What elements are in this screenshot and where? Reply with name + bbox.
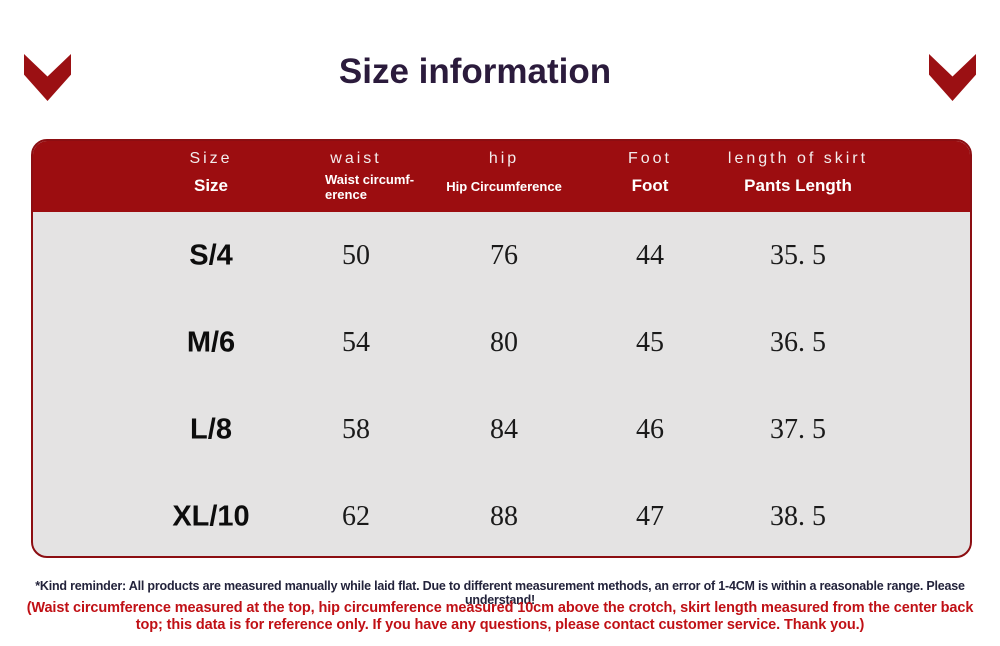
- subheader-hip-circumference: Hip Circumference: [446, 179, 562, 194]
- waist-value: 54: [342, 326, 370, 358]
- foot-value: 47: [636, 500, 664, 532]
- header-waist: waist: [330, 150, 382, 167]
- table-body: S/4 50 76 44 35. 5 M/6 54 80 45 36. 5 L/…: [33, 212, 970, 556]
- page-title: Size information: [338, 52, 612, 91]
- table-row: M/6 54 80 45 36. 5: [33, 299, 970, 386]
- subheader-foot: Foot: [631, 176, 669, 195]
- chevron-down-icon: [24, 54, 71, 101]
- hip-value: 88: [490, 500, 518, 532]
- foot-value: 44: [636, 239, 664, 271]
- header-foot: Foot: [627, 150, 672, 167]
- foot-value: 46: [636, 413, 664, 445]
- chevron-down-icon: [929, 54, 976, 101]
- length-value: 36. 5: [770, 326, 826, 358]
- kind-reminder-note: *Kind reminder: All products are measure…: [35, 579, 965, 607]
- header-size: Size: [189, 150, 233, 167]
- waist-value: 50: [342, 239, 370, 271]
- hip-value: 76: [490, 239, 518, 271]
- table-row: S/4 50 76 44 35. 5: [33, 212, 970, 299]
- waist-value: 62: [342, 500, 370, 532]
- hip-value: 84: [490, 413, 518, 445]
- subheader-size: Size: [193, 176, 229, 195]
- subheader-pants-length: Pants Length: [744, 176, 852, 195]
- length-value: 38. 5: [770, 500, 826, 532]
- table-row: L/8 58 84 46 37. 5: [33, 386, 970, 473]
- subheader-waist-circumference: Waist circumf-erence: [325, 172, 415, 202]
- header-length-of-skirt: length of skirt: [727, 150, 869, 167]
- size-value: L/8: [190, 413, 232, 445]
- waist-value: 58: [342, 413, 370, 445]
- measurement-note: (Waist circumference measured at the top…: [26, 600, 974, 633]
- length-value: 37. 5: [770, 413, 826, 445]
- foot-value: 45: [636, 326, 664, 358]
- length-value: 35. 5: [770, 239, 826, 271]
- size-value: M/6: [186, 326, 236, 358]
- size-table: Size waist hip Foot length of skirt Size…: [31, 139, 972, 558]
- table-header-row: Size waist hip Foot length of skirt Size…: [33, 141, 970, 212]
- size-value: XL/10: [172, 500, 250, 532]
- hip-value: 80: [490, 326, 518, 358]
- size-value: S/4: [189, 239, 233, 271]
- header-hip: hip: [488, 150, 520, 167]
- table-row: XL/10 62 88 47 38. 5: [33, 473, 970, 556]
